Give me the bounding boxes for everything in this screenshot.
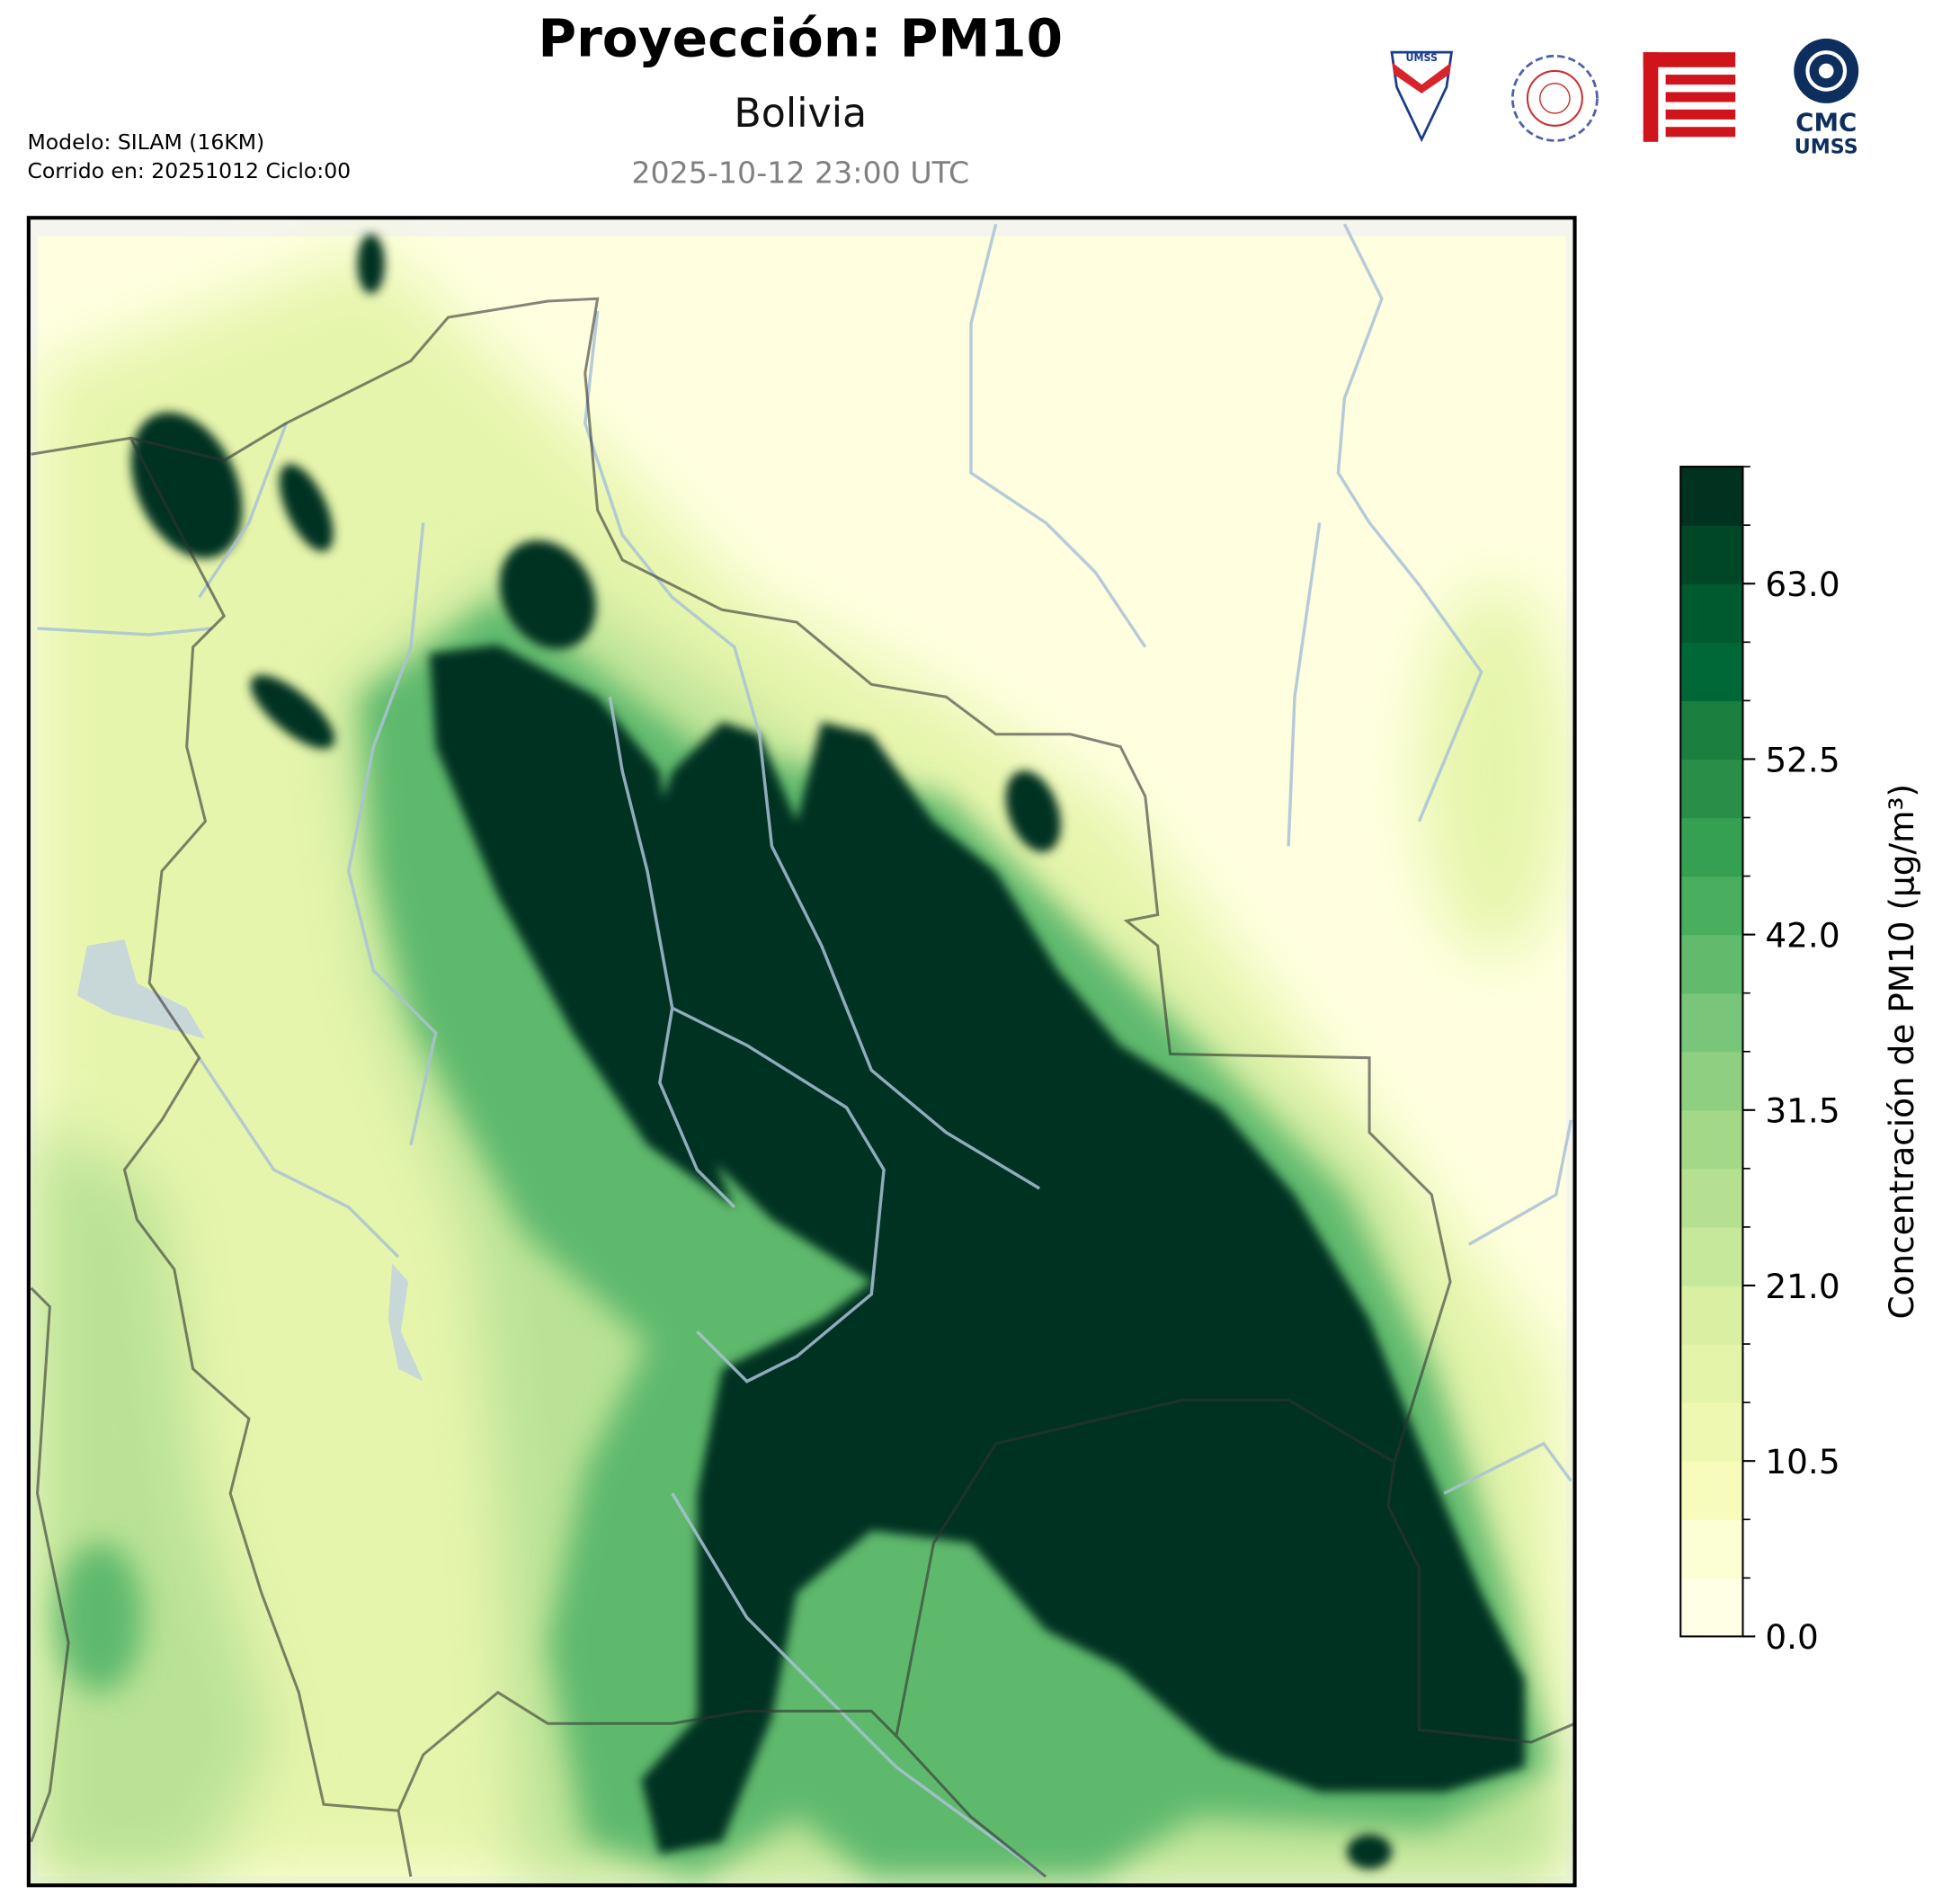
- colorbar-tick-label: 63.0: [1765, 565, 1840, 604]
- colorbar-segment: [1680, 876, 1743, 936]
- colorbar-segment: [1680, 1168, 1743, 1228]
- colorbar-segment: [1680, 1109, 1743, 1170]
- title: Proyección: PM10: [539, 7, 1064, 68]
- colorbar-segment: [1680, 467, 1743, 526]
- colorbar-tick-label: 42.0: [1765, 915, 1840, 955]
- colorbar-segment: [1680, 1402, 1743, 1462]
- map: [28, 218, 1575, 1886]
- model-info: Modelo: SILAM (16KM): [27, 129, 264, 155]
- colorbar-tick-label: 31.5: [1765, 1091, 1840, 1131]
- colorbar-segment: [1680, 1578, 1743, 1638]
- colorbar-tick-label: 52.5: [1765, 740, 1840, 779]
- colorbar-tick-label: 10.5: [1765, 1442, 1840, 1481]
- borders: [30, 297, 1575, 1878]
- colorbar-segment: [1680, 1461, 1743, 1520]
- lake: [76, 939, 206, 1039]
- lake: [388, 1263, 423, 1382]
- subtitle: Bolivia: [734, 91, 867, 137]
- colorbar-segment: [1680, 759, 1743, 819]
- logo-fcyt: [1643, 52, 1736, 142]
- timestamp: 2025-10-12 23:00 UTC: [631, 155, 969, 190]
- colorbar-segment: [1680, 934, 1743, 994]
- colorbar-segment: [1680, 1285, 1743, 1345]
- colorbar-segment: [1680, 1051, 1743, 1111]
- colorbar-segment: [1680, 525, 1743, 584]
- colorbar-segment: [1680, 992, 1743, 1053]
- logo-text: UMSS: [1795, 135, 1858, 158]
- logo-text: UMSS: [1406, 52, 1438, 64]
- logo-physics: [1510, 54, 1599, 142]
- colorbar-label: Concentración de PM10 (µg/m³): [1882, 784, 1921, 1320]
- colorbar-tick-label: 0.0: [1765, 1617, 1818, 1657]
- colorbar: 0.0 10.5 21.0 31.5 42.0 52.5 63.0 Concentración…: [1679, 466, 1921, 1657]
- map-frame: [26, 216, 1577, 1888]
- colorbar-segment: [1680, 817, 1743, 877]
- colorbar-segment: [1680, 583, 1743, 643]
- run-info: Corrido en: 20251012 Ciclo:00: [27, 158, 351, 183]
- logo-text: CMC: [1795, 107, 1857, 137]
- logo-cmc: CMC UMSS: [1794, 38, 1859, 158]
- colorbar-segment: [1680, 700, 1743, 761]
- rivers: [37, 223, 1573, 1878]
- colorbar-segment: [1680, 1226, 1743, 1286]
- colorbar-segment: [1680, 1519, 1743, 1579]
- logo-shield: UMSS: [1390, 50, 1454, 143]
- colorbar-tick-label: 21.0: [1765, 1267, 1840, 1306]
- colorbar-segment: [1680, 642, 1743, 702]
- colorbar-segment: [1680, 1344, 1743, 1403]
